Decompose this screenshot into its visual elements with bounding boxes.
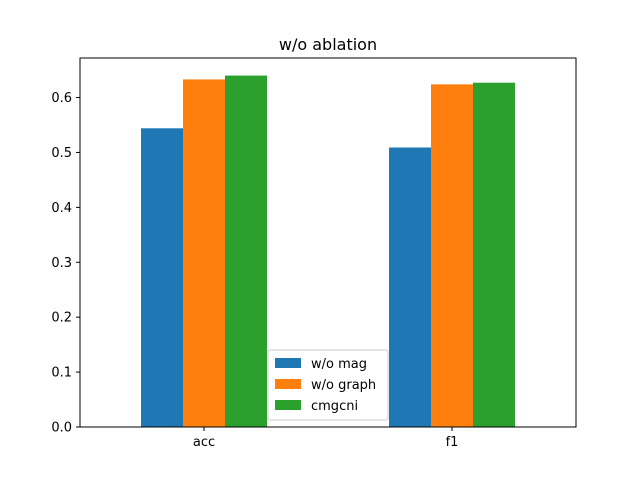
legend-swatch-cmgcni	[275, 400, 301, 410]
y-tick-label: 0.0	[51, 421, 72, 436]
y-tick-label: 0.6	[51, 91, 72, 106]
y-tick-label: 0.5	[51, 146, 72, 161]
y-tick-label: 0.4	[51, 201, 72, 216]
x-tick-label-f1: f1	[446, 435, 459, 450]
y-tick-label: 0.1	[51, 366, 72, 381]
bar-cmgcni-acc	[225, 75, 267, 428]
bars-layer	[141, 75, 515, 428]
bar-w-o-mag-f1	[389, 147, 431, 428]
bar-cmgcni-f1	[473, 82, 515, 427]
y-tick-label: 0.2	[51, 311, 72, 326]
legend-swatch-w-o-graph	[275, 379, 301, 389]
legend-label: cmgcni	[311, 399, 358, 414]
legend-label: w/o mag	[311, 357, 367, 372]
y-tick-label: 0.3	[51, 256, 72, 271]
y-axis: 0.0 0.1 0.2 0.3 0.4 0.5 0.6	[51, 91, 80, 436]
legend: w/o mag w/o graph cmgcni	[267, 349, 389, 421]
plot-frame	[79, 57, 577, 428]
bar-w-o-graph-acc	[183, 79, 225, 428]
x-tick-label-acc: acc	[193, 435, 215, 450]
bar-w-o-mag-acc	[141, 128, 183, 428]
legend-label: w/o graph	[311, 378, 376, 393]
bar-w-o-graph-f1	[431, 84, 473, 427]
x-axis: acc f1	[193, 427, 459, 450]
legend-swatch-w-o-mag	[275, 358, 301, 368]
chart-title: w/o ablation	[279, 35, 377, 54]
